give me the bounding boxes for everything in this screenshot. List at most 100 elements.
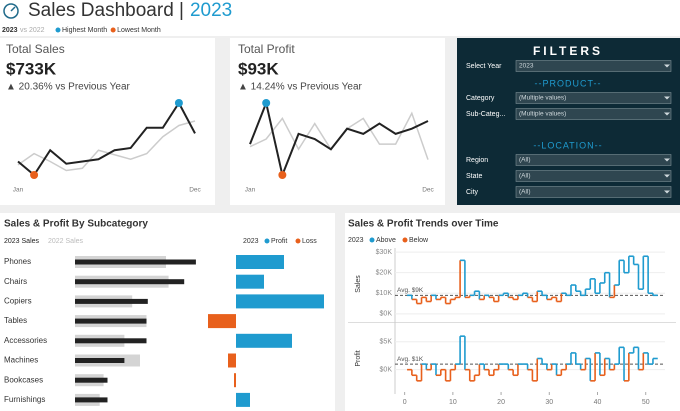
x-tick-label: 40 xyxy=(594,399,602,406)
legend-label: Lowest Month xyxy=(117,27,161,34)
x-tick-label: 10 xyxy=(449,399,457,406)
dropdown-arrow xyxy=(664,64,670,68)
kpi-title: Total Profit xyxy=(238,42,295,56)
kpi-line xyxy=(17,101,196,177)
section-title: --LOCATION-- xyxy=(533,140,602,150)
category-label: Accessories xyxy=(4,336,47,345)
category-label: Phones xyxy=(4,257,31,266)
x-tick-label: 50 xyxy=(642,399,650,406)
bar-2023 xyxy=(75,259,196,265)
y-tick-label: $30K xyxy=(376,249,393,256)
kpi-line xyxy=(17,120,196,172)
dropdown-arrow xyxy=(664,96,670,100)
profit-bar xyxy=(234,373,236,388)
profit-bar xyxy=(228,353,236,368)
title-text: Sales Dashboard | xyxy=(28,0,184,21)
dropdown-arrow xyxy=(664,190,670,194)
category-label: Chairs xyxy=(4,277,27,286)
bar-2023 xyxy=(75,358,125,363)
icon xyxy=(3,3,19,19)
bar-2023 xyxy=(75,298,148,304)
dropdown-value: (All) xyxy=(519,189,531,196)
x-tick-label: 20 xyxy=(497,399,505,406)
dropdown-arrow xyxy=(664,158,670,162)
profit-bar xyxy=(236,274,264,289)
legend-label: 2023 xyxy=(348,237,364,244)
compare-prev: vs 2022 xyxy=(20,27,45,34)
dropdown[interactable] xyxy=(515,108,672,120)
card xyxy=(0,213,335,411)
filter-label: State xyxy=(466,173,482,180)
dropdown-arrow xyxy=(664,174,670,178)
legend-label: 2022 Sales xyxy=(48,238,84,245)
y-tick-label: $0K xyxy=(380,367,393,374)
y-axis-label: Sales xyxy=(355,275,362,293)
legend-label: 2023 Sales xyxy=(4,238,40,245)
icon xyxy=(10,6,16,12)
section-title: --PRODUCT-- xyxy=(535,78,602,88)
chart-title: Sales & Profit Trends over Time xyxy=(348,219,499,230)
highest-marker xyxy=(262,99,271,107)
filter-label: Sub-Categ... xyxy=(466,111,505,118)
category-label: Furnishings xyxy=(4,395,45,404)
dropdown[interactable] xyxy=(515,92,672,104)
kpi-value: $93K xyxy=(238,59,279,78)
legend-label: Above xyxy=(376,237,396,244)
x-tick-label: 30 xyxy=(545,399,553,406)
filter-label: Select Year xyxy=(466,63,502,70)
highest-marker xyxy=(174,99,183,107)
dropdown-value: (Multiple values) xyxy=(519,95,566,102)
card xyxy=(230,38,445,205)
legend-dot xyxy=(110,27,116,33)
legend-label: Highest Month xyxy=(62,27,107,34)
x-tick-label: Dec xyxy=(422,187,434,194)
legend-label: Below xyxy=(409,237,429,244)
filter-label: Region xyxy=(466,157,488,164)
legend-dot xyxy=(295,238,301,244)
dropdown-value: 2023 xyxy=(519,63,534,70)
profit-bar xyxy=(236,392,250,407)
bar-2023 xyxy=(75,338,147,344)
legend-dot xyxy=(402,237,408,243)
legend-dot xyxy=(55,27,61,33)
title: Sales Dashboard | 2023 xyxy=(28,0,232,21)
kpi-title: Total Sales xyxy=(6,42,65,56)
category-label: Copiers xyxy=(4,297,32,306)
dropdown-value: (All) xyxy=(519,173,531,180)
dropdown[interactable] xyxy=(515,60,672,72)
profit-bar xyxy=(236,294,324,309)
profit-bar xyxy=(236,333,292,348)
dropdown[interactable] xyxy=(515,170,672,182)
profit-bar xyxy=(236,255,284,269)
lowest-marker xyxy=(278,171,287,179)
avg-label: Avg. $1K xyxy=(397,356,424,363)
legend-label: 2023 xyxy=(243,238,259,245)
avg-label: Avg. $9K xyxy=(397,287,424,294)
chart-title: Sales & Profit By Subcategory xyxy=(4,219,148,230)
bar-2023 xyxy=(75,279,185,285)
bar-2023 xyxy=(75,397,108,403)
dropdown[interactable] xyxy=(515,186,672,198)
dropdown-arrow xyxy=(664,112,670,116)
title-year: 2023 xyxy=(190,0,232,21)
dropdown-value: (Multiple values) xyxy=(519,111,566,118)
category-label: Tables xyxy=(4,316,27,325)
legend-dot xyxy=(369,237,375,243)
bar-2023 xyxy=(75,377,108,383)
legend-label: Loss xyxy=(302,238,317,245)
x-tick-label: Jan xyxy=(245,187,256,194)
y-axis-label: Profit xyxy=(355,350,362,366)
compare-year: 2023 xyxy=(2,27,18,34)
bar-2023 xyxy=(75,318,147,324)
y-tick-label: $20K xyxy=(376,270,393,277)
legend-dot xyxy=(264,238,270,244)
lowest-marker xyxy=(30,171,39,179)
x-tick-label: 0 xyxy=(403,399,407,406)
dropdown[interactable] xyxy=(515,154,672,166)
filters-title: FILTERS xyxy=(533,44,603,58)
filter-label: Category xyxy=(466,95,495,102)
legend-label: Profit xyxy=(271,238,287,245)
category-label: Machines xyxy=(4,356,38,365)
y-tick-label: $5K xyxy=(380,339,393,346)
